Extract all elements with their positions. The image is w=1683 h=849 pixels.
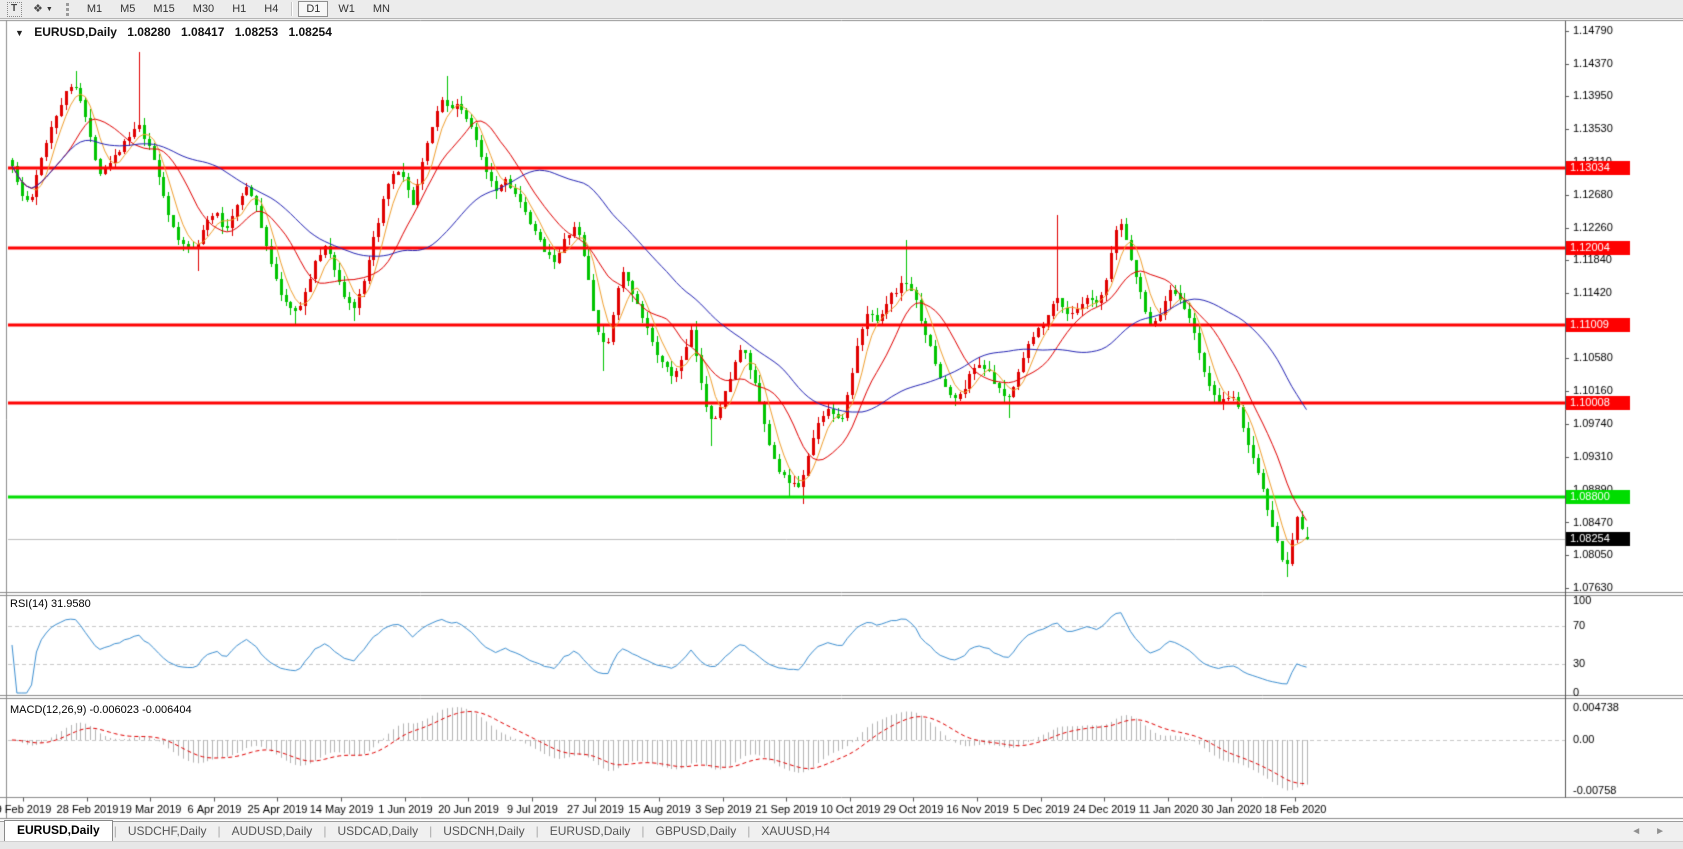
tab-separator: | bbox=[429, 824, 433, 838]
toolbar-separator bbox=[291, 2, 294, 16]
tab-5-eurusd-daily[interactable]: EURUSD,Daily bbox=[549, 824, 631, 838]
rsi-label: RSI(14) 31.9580 bbox=[10, 598, 91, 610]
timeframe-button-m15[interactable]: M15 bbox=[153, 3, 175, 15]
tab-separator: | bbox=[323, 824, 327, 838]
tab-0-eurusd-daily[interactable]: EURUSD,Daily bbox=[4, 820, 113, 841]
timeframe-button-m30[interactable]: M30 bbox=[192, 3, 215, 15]
timeframe-button-w1[interactable]: W1 bbox=[338, 3, 355, 15]
tab-6-gbpusd-daily[interactable]: GBPUSD,Daily bbox=[655, 824, 737, 838]
status-strip bbox=[0, 841, 1683, 849]
tab-separator: | bbox=[641, 824, 645, 838]
timeframe-button-m1[interactable]: M1 bbox=[86, 3, 103, 15]
arrows-tool-icon: ❖ bbox=[33, 2, 43, 15]
text-tool-icon: T bbox=[6, 1, 22, 17]
ohlc-close: 1.08254 bbox=[288, 25, 332, 39]
tab-2-audusd-daily[interactable]: AUDUSD,Daily bbox=[231, 824, 313, 838]
ohlc-open: 1.08280 bbox=[127, 25, 171, 39]
chart-symbol: EURUSD,Daily bbox=[34, 25, 117, 39]
timeframe-toolbar: M1 M5 M15 M30 H1 H4 D1 W1 MN bbox=[78, 1, 399, 17]
timeframe-button-d1[interactable]: D1 bbox=[298, 1, 329, 17]
tab-scroll-left-icon[interactable]: ◄ bbox=[1631, 826, 1642, 837]
tab-separator: | bbox=[747, 824, 751, 838]
ohlc-low: 1.08253 bbox=[234, 25, 279, 39]
text-tool-button[interactable]: T bbox=[2, 1, 26, 17]
tab-separator: | bbox=[535, 824, 539, 838]
timeframe-button-m5[interactable]: M5 bbox=[120, 3, 136, 15]
chart-canvas[interactable] bbox=[0, 19, 1683, 821]
tab-3-usdcad-daily[interactable]: USDCAD,Daily bbox=[337, 824, 419, 838]
dropdown-caret-icon[interactable]: ▼ bbox=[45, 5, 53, 13]
macd-label: MACD(12,26,9) -0.006023 -0.006404 bbox=[10, 704, 192, 716]
arrows-tool-button[interactable]: ❖ ▼ bbox=[30, 2, 56, 17]
symbol-tabbar: EURUSD,Daily | USDCHF,Daily | AUDUSD,Daily | U… bbox=[0, 820, 1683, 841]
timeframe-button-h1[interactable]: H1 bbox=[232, 3, 247, 15]
timeframe-button-mn[interactable]: MN bbox=[372, 3, 390, 15]
collapse-arrow-icon[interactable]: ▼ bbox=[15, 28, 24, 38]
timeframe-button-h4[interactable]: H4 bbox=[264, 3, 279, 15]
tab-scroll-controls: ◄ ► bbox=[1631, 826, 1683, 841]
tab-1-usdchf-daily[interactable]: USDCHF,Daily bbox=[127, 824, 207, 838]
tab-7-xauusd-h4[interactable]: XAUUSD,H4 bbox=[761, 824, 831, 838]
toolbar-grip[interactable] bbox=[65, 2, 72, 16]
top-toolbar: T ❖ ▼ M1 M5 M15 M30 H1 H4 D1 W1 MN bbox=[0, 0, 1683, 19]
tab-4-usdcnh-daily[interactable]: USDCNH,Daily bbox=[443, 824, 525, 838]
ohlc-high: 1.08417 bbox=[181, 25, 225, 39]
chart-title: ▼ EURUSD,Daily 1.08280 1.08417 1.08253 1… bbox=[12, 25, 335, 39]
tab-separator: | bbox=[217, 824, 221, 838]
tab-separator: | bbox=[113, 824, 117, 838]
tab-scroll-right-icon[interactable]: ► bbox=[1655, 826, 1665, 837]
